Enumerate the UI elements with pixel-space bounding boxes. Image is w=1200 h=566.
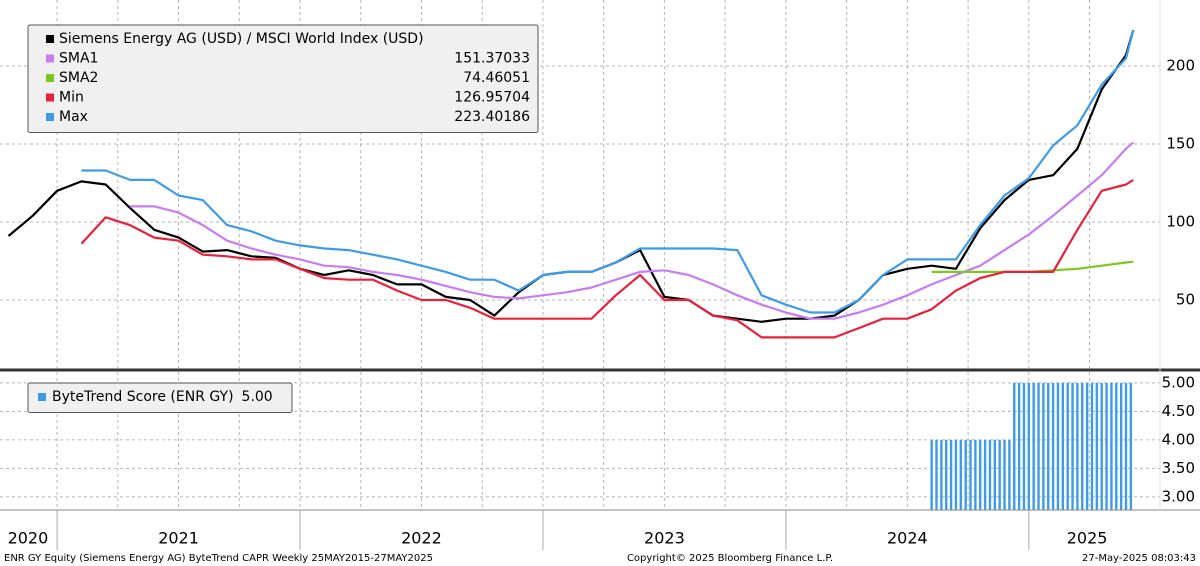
bar	[1095, 382, 1099, 510]
footer-center: Copyright© 2025 Bloomberg Finance L.P.	[627, 553, 833, 564]
series-line	[130, 141, 1135, 320]
bar	[1119, 382, 1123, 510]
y-tick-label: 50	[1176, 290, 1195, 308]
bar	[1124, 382, 1128, 510]
bar	[1056, 382, 1060, 510]
legend-box	[27, 24, 539, 133]
y-tick-label: 3.00	[1162, 487, 1195, 505]
legend-label: SMA1	[59, 51, 98, 67]
legend-swatch	[46, 54, 54, 63]
bar	[959, 439, 962, 510]
bar	[954, 439, 958, 510]
legend-label: SMA2	[59, 70, 98, 86]
y-tick-label: 5.00	[1162, 373, 1195, 391]
legend-value: 223.40186	[454, 109, 530, 125]
legend-label: ByteTrend Score (ENR GY)	[52, 389, 234, 405]
bar	[1037, 382, 1040, 510]
bar	[1051, 382, 1055, 510]
series-line	[81, 29, 1135, 314]
bar	[1008, 439, 1011, 510]
legend-swatch	[46, 35, 54, 43]
y-tick-label: 4.00	[1162, 430, 1195, 448]
legend-value: 126.95704	[454, 90, 530, 106]
x-tick-label: 2025	[1067, 529, 1108, 548]
legend-value: 74.46051	[463, 70, 530, 86]
legend-swatch	[46, 74, 54, 82]
bar	[1081, 382, 1084, 510]
legend-swatch	[46, 113, 54, 121]
bar	[979, 439, 982, 510]
bar	[1061, 382, 1065, 510]
bar	[1105, 382, 1108, 510]
legend-label: Max	[59, 109, 88, 125]
bar	[949, 439, 953, 510]
bar	[1129, 382, 1133, 510]
bar	[1047, 382, 1050, 510]
bar	[1017, 382, 1021, 510]
legend-swatch	[38, 393, 46, 401]
bar	[1022, 382, 1026, 510]
legend-label: Min	[59, 90, 84, 106]
legend-swatch	[46, 93, 54, 102]
legend-label: Siemens Energy AG (USD) / MSCI World Ind…	[59, 31, 424, 47]
y-tick-label: 4.50	[1162, 402, 1195, 420]
bar	[1085, 382, 1089, 510]
x-tick-label: 2024	[887, 529, 928, 548]
footer-left: ENR GY Equity (Siemens Energy AG) ByteTr…	[4, 553, 433, 564]
legend: Siemens Energy AG (USD) / MSCI World Ind…	[27, 24, 539, 133]
bar	[1115, 382, 1118, 510]
bar	[1042, 382, 1045, 510]
series-line	[80, 178, 1134, 339]
bar	[1013, 382, 1016, 510]
bar	[1032, 382, 1035, 510]
bar	[1110, 382, 1113, 510]
x-tick-label: 2022	[401, 529, 442, 548]
bar	[998, 439, 1001, 510]
footer-right: 27-May-2025 08:03:43	[1082, 553, 1196, 564]
bar	[993, 439, 997, 510]
legend-value: 151.37033	[454, 51, 530, 67]
y-tick-label: 100	[1166, 212, 1195, 230]
legend: ByteTrend Score (ENR GY) 5.00	[27, 382, 293, 413]
y-tick-label: 150	[1166, 134, 1195, 152]
x-tick-label: 2023	[644, 529, 685, 548]
bar	[1003, 439, 1006, 510]
bar	[1071, 382, 1074, 510]
bar	[1100, 382, 1103, 510]
bar	[964, 439, 967, 510]
bar	[969, 439, 972, 510]
bar	[983, 439, 987, 510]
x-tick-label: 2021	[158, 529, 199, 548]
bar	[945, 439, 948, 510]
bar	[1076, 382, 1079, 510]
x-tick-label: 2020	[8, 529, 49, 548]
bar	[940, 439, 943, 510]
y-tick-label: 3.50	[1162, 459, 1195, 477]
legend-box	[27, 382, 293, 413]
bar	[935, 439, 938, 510]
bar	[930, 439, 933, 510]
bar	[974, 439, 977, 510]
bar	[1027, 382, 1031, 510]
y-tick-label: 200	[1166, 56, 1195, 74]
bar	[1066, 382, 1069, 510]
bar	[988, 439, 992, 510]
bar	[1090, 382, 1094, 510]
legend-value: 5.00	[242, 389, 273, 405]
